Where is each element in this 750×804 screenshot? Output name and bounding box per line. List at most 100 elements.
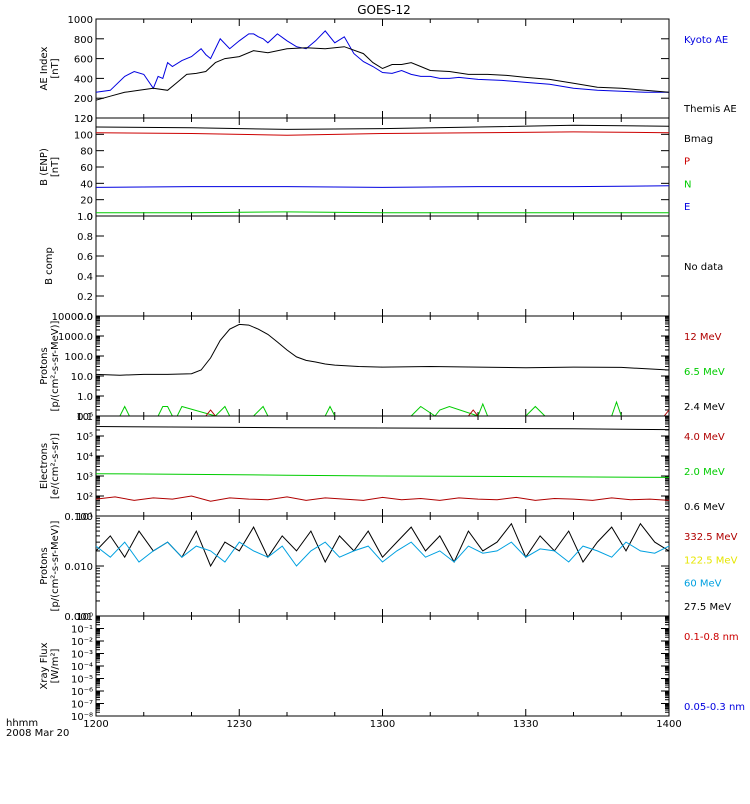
y-axis-label-line: Protons <box>39 547 50 584</box>
panel-5: 10¹ 10² 10³ 10⁴ 10⁵ 10⁶ Electrons[e/(cm²-s-sr)… <box>39 412 725 523</box>
y-axis-label: B comp <box>44 247 55 285</box>
panel-frame <box>95 117 670 217</box>
y-tick-label: 10⁰ <box>76 612 93 623</box>
y-tick-label: 0.6 <box>77 252 93 263</box>
y-tick-label: 60 <box>80 163 93 174</box>
panel-6: 0.0010.0100.100Protons[p/(cm²-s-sr-MeV)]… <box>39 512 738 623</box>
y-axis-label-line: [e/(cm²-s-sr)] <box>50 433 61 499</box>
series-line-e <box>95 185 670 188</box>
y-tick-label: 0.100 <box>64 512 93 523</box>
legend-entry: 2.4 MeV <box>684 402 725 413</box>
y-tick-label: 10⁻⁶ <box>71 687 93 698</box>
y-tick-label: 10⁻² <box>71 637 93 648</box>
panels: 0 200 400 600 800 1000 AE Index[nT] Kyoto AE The… <box>39 15 745 730</box>
legend-entry: 6.5 MeV <box>684 367 725 378</box>
y-axis-label-line: Xray Flux <box>39 642 50 689</box>
series-line-n <box>96 211 669 214</box>
series-line-bmag <box>95 124 670 130</box>
y-tick-label: 0.1 <box>77 412 93 423</box>
y-tick-label: 0 <box>87 114 93 125</box>
y-tick-label: 120 <box>74 114 93 125</box>
y-tick-label: 10⁻⁴ <box>71 662 93 673</box>
y-tick-label: 400 <box>74 74 93 85</box>
series-line-2-4-mev <box>95 323 670 376</box>
legend-entry: 4.0 MeV <box>684 432 725 443</box>
y-tick-label: 800 <box>74 35 93 46</box>
legend-entry: 122.5 MeV <box>684 555 738 566</box>
y-tick-label: 0.4 <box>77 272 93 283</box>
y-tick-label: 0.0 <box>77 312 93 323</box>
legend-entry: 27.5 MeV <box>684 602 731 613</box>
y-tick-label: 0.8 <box>77 232 93 243</box>
time-axis-label-hhmm: hhmm <box>6 718 38 729</box>
y-axis-label: Protons[p/(cm²-s-sr-MeV)] <box>39 320 61 411</box>
y-tick-label: 10⁻⁸ <box>71 712 93 723</box>
y-tick-label: 80 <box>80 147 93 158</box>
y-axis-label: Protons[p/(cm²-s-sr-MeV)] <box>39 520 61 611</box>
y-axis-label: Electrons[e/(cm²-s-sr)] <box>39 433 61 499</box>
panel-1: 0 200 400 600 800 1000 AE Index[nT] Kyoto AE The… <box>39 15 737 125</box>
y-tick-label: 10⁻⁵ <box>71 675 93 686</box>
panel-7: 10⁻⁸10⁻⁷ 10⁻⁶10⁻⁵ 10⁻⁴10⁻³ 10⁻²10⁻¹ 10⁰ Xray … <box>39 612 745 730</box>
y-tick-label: 1.0 <box>77 392 93 403</box>
x-tick-label: 1200 <box>83 719 108 730</box>
y-tick-label: 40 <box>80 179 93 190</box>
y-tick-label: 100 <box>74 130 93 141</box>
legend-entry: Themis AE <box>683 104 737 115</box>
panel-2: 0 20 40 60 80 100 120 B (ENP)[nT] Bmag PN E <box>39 114 713 223</box>
panel-frame <box>95 315 670 417</box>
y-tick-label: 10⁶ <box>76 412 93 423</box>
y-axis-label-line: [p/(cm²-s-sr-MeV)] <box>50 520 61 611</box>
y-tick-label: 100.0 <box>64 352 93 363</box>
legend-entry: E <box>684 202 690 213</box>
y-tick-label: 200 <box>74 94 93 105</box>
series-line-0-6-mev <box>95 426 670 431</box>
legend-entry: 2.0 MeV <box>684 467 725 478</box>
legend-entry: Kyoto AE <box>684 35 728 46</box>
y-axis-label: AE Index[nT] <box>39 46 61 90</box>
y-tick-label: 1000.0 <box>58 332 93 343</box>
panel-frame <box>95 215 670 317</box>
y-axis-label-line: Electrons <box>39 443 50 489</box>
series-line-6-5-mev <box>119 400 622 417</box>
series-line-27-5-mev <box>95 522 670 568</box>
y-tick-label: 10.0 <box>71 372 93 383</box>
y-tick-label: 10000.0 <box>52 312 93 323</box>
panel-3: 0.0 0.2 0.4 0.6 0.8 1.0 B comp No data <box>44 212 723 323</box>
legend-entry: 0.05-0.3 nm <box>684 702 745 713</box>
y-axis-label-line: B comp <box>44 247 55 285</box>
y-axis-label: B (ENP)[nT] <box>39 148 61 186</box>
panel-frame <box>95 615 670 717</box>
series-line-p <box>95 131 670 136</box>
y-axis-label-line: [W/m²] <box>50 648 61 683</box>
y-tick-label: 0.001 <box>64 612 93 623</box>
panel-4: 0.1 1.0 10.0 100.0 1000.0 10000.0Protons[p/(c… <box>39 312 725 423</box>
legend-entry: N <box>684 179 691 190</box>
y-tick-label: 0.2 <box>77 292 93 303</box>
panel-frame <box>95 415 670 517</box>
y-axis-label-line: AE Index <box>39 46 50 90</box>
legend-entry: 0.1-0.8 nm <box>684 632 739 643</box>
x-tick-label: 1400 <box>656 719 681 730</box>
y-tick-label: 10⁻³ <box>71 650 93 661</box>
legend-entry: P <box>684 157 690 168</box>
series-line-4-0-mev <box>95 495 670 502</box>
y-tick-label: 10⁴ <box>76 452 93 463</box>
series-line-60-mev <box>95 541 670 567</box>
y-tick-label: 10⁻¹ <box>71 625 93 636</box>
series-line-kyoto-ae <box>95 30 669 93</box>
legend-entry: Bmag <box>684 134 713 145</box>
x-tick-label: 1300 <box>370 719 395 730</box>
y-tick-label: 10¹ <box>76 512 93 523</box>
y-tick-label: 1.0 <box>77 212 93 223</box>
y-tick-label: 1000 <box>68 15 93 26</box>
y-tick-label: 10² <box>76 492 93 503</box>
y-axis-label: Xray Flux[W/m²] <box>39 642 61 689</box>
legend-entry: No data <box>684 262 723 273</box>
legend-entry: 0.6 MeV <box>684 502 725 513</box>
y-axis-label-line: Protons <box>39 347 50 384</box>
legend-entry: 12 MeV <box>684 332 722 343</box>
y-tick-label: 600 <box>74 55 93 66</box>
